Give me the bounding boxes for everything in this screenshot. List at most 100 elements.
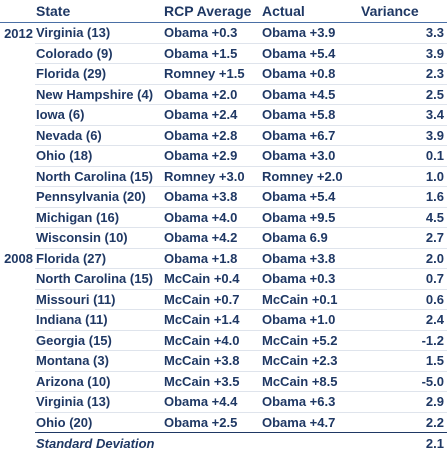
state-cell: Florida (27) [35,248,163,269]
header-year-cell [0,0,35,23]
header-variance: Variance [356,0,447,23]
actual-cell: Obama +3.9 [261,23,356,44]
table-row: New Hampshire (4) Obama +2.0 Obama +4.5 … [0,84,447,105]
table-row: Pennsylvania (20) Obama +3.8 Obama +5.4 … [0,187,447,208]
actual-cell: Obama +5.4 [261,187,356,208]
actual-cell: Obama +0.8 [261,64,356,85]
table-row: Ohio (18) Obama +2.9 Obama +3.0 0.1 [0,146,447,167]
year-cell [0,105,35,126]
actual-cell: McCain +2.3 [261,351,356,372]
variance-cell: 0.1 [356,146,447,167]
table-row: Colorado (9) Obama +1.5 Obama +5.4 3.9 [0,43,447,64]
year-cell [0,166,35,187]
variance-cell: 3.9 [356,43,447,64]
actual-cell: McCain +0.1 [261,289,356,310]
year-cell [0,330,35,351]
state-cell: Colorado (9) [35,43,163,64]
standard-deviation-row: Standard Deviation 2.1 [0,433,447,453]
variance-cell: 1.6 [356,187,447,208]
table-body: 2012 Virginia (13) Obama +0.3 Obama +3.9… [0,23,447,433]
rcp-average-cell: Romney +3.0 [163,166,261,187]
state-cell: Ohio (20) [35,412,163,433]
year-cell [0,125,35,146]
rcp-average-cell: Obama +2.5 [163,412,261,433]
year-cell [0,289,35,310]
state-cell: Missouri (11) [35,289,163,310]
table-row: Arizona (10) McCain +3.5 McCain +8.5 -5.… [0,371,447,392]
state-cell: Iowa (6) [35,105,163,126]
rcp-average-cell: Obama +0.3 [163,23,261,44]
year-cell [0,371,35,392]
variance-cell: 2.0 [356,248,447,269]
state-cell: Virginia (13) [35,23,163,44]
variance-cell: 0.7 [356,269,447,290]
rcp-average-cell: Obama +2.8 [163,125,261,146]
state-cell: Montana (3) [35,351,163,372]
year-cell: 2008 [0,248,35,269]
table-row: Iowa (6) Obama +2.4 Obama +5.8 3.4 [0,105,447,126]
actual-cell: Obama +6.3 [261,392,356,413]
header-row: State RCP Average Actual Variance [0,0,447,23]
actual-cell: Obama +4.5 [261,84,356,105]
variance-cell: 4.5 [356,207,447,228]
rcp-average-cell: McCain +0.7 [163,289,261,310]
variance-cell: 2.3 [356,64,447,85]
variance-cell: 1.0 [356,166,447,187]
year-cell [0,146,35,167]
actual-cell: Obama +5.8 [261,105,356,126]
year-cell [0,64,35,85]
actual-cell: Obama 6.9 [261,228,356,249]
state-cell: New Hampshire (4) [35,84,163,105]
table-row: Nevada (6) Obama +2.8 Obama +6.7 3.9 [0,125,447,146]
year-cell [0,187,35,208]
spreadsheet-table-view: State RCP Average Actual Variance 2012 V… [0,0,447,440]
state-cell: North Carolina (15) [35,269,163,290]
table-row: Michigan (16) Obama +4.0 Obama +9.5 4.5 [0,207,447,228]
variance-cell: 1.5 [356,351,447,372]
rcp-average-cell: Obama +2.4 [163,105,261,126]
state-cell: Wisconsin (10) [35,228,163,249]
state-cell: Michigan (16) [35,207,163,228]
actual-cell: McCain +8.5 [261,371,356,392]
rcp-average-cell: Obama +3.8 [163,187,261,208]
actual-cell: Obama +4.7 [261,412,356,433]
variance-cell: -5.0 [356,371,447,392]
year-cell [0,269,35,290]
variance-cell: -1.2 [356,330,447,351]
rcp-average-cell: McCain +3.8 [163,351,261,372]
state-cell: Ohio (18) [35,146,163,167]
state-cell: Florida (29) [35,64,163,85]
table-row: Wisconsin (10) Obama +4.2 Obama 6.9 2.7 [0,228,447,249]
state-cell: Virginia (13) [35,392,163,413]
standard-deviation-label: Standard Deviation [35,433,356,453]
actual-cell: Obama +3.8 [261,248,356,269]
year-cell [0,207,35,228]
actual-cell: Obama +3.0 [261,146,356,167]
rcp-average-cell: Obama +4.0 [163,207,261,228]
rcp-average-cell: Obama +1.8 [163,248,261,269]
footer-year-cell [0,433,35,453]
year-cell [0,412,35,433]
rcp-average-cell: Obama +4.4 [163,392,261,413]
variance-cell: 0.6 [356,289,447,310]
table-row: Montana (3) McCain +3.8 McCain +2.3 1.5 [0,351,447,372]
actual-cell: Obama +0.3 [261,269,356,290]
table-row: Georgia (15) McCain +4.0 McCain +5.2 -1.… [0,330,447,351]
standard-deviation-value: 2.1 [356,433,447,453]
actual-cell: Obama +1.0 [261,310,356,331]
actual-cell: Obama +6.7 [261,125,356,146]
actual-cell: Romney +2.0 [261,166,356,187]
variance-cell: 2.5 [356,84,447,105]
table-row: Missouri (11) McCain +0.7 McCain +0.1 0.… [0,289,447,310]
year-cell [0,351,35,372]
rcp-average-cell: Romney +1.5 [163,64,261,85]
state-cell: Georgia (15) [35,330,163,351]
rcp-average-cell: Obama +1.5 [163,43,261,64]
state-cell: Nevada (6) [35,125,163,146]
state-cell: North Carolina (15) [35,166,163,187]
rcp-average-cell: McCain +4.0 [163,330,261,351]
year-cell [0,392,35,413]
variance-cell: 2.2 [356,412,447,433]
variance-cell: 2.7 [356,228,447,249]
variance-cell: 3.4 [356,105,447,126]
